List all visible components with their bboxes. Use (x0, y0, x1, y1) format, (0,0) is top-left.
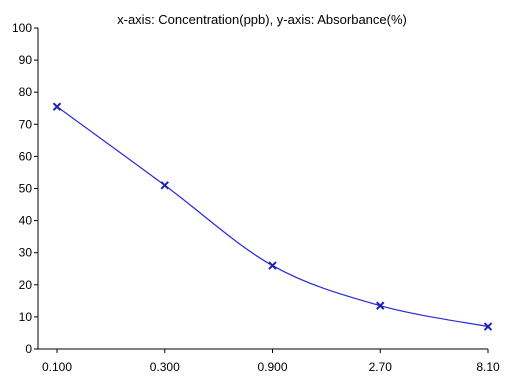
data-point (160, 181, 169, 190)
data-point-stroke (483, 322, 493, 331)
data-point (376, 301, 385, 310)
data-point-stroke (376, 301, 385, 310)
y-tick-label: 100 (12, 21, 32, 35)
x-tick-label: 2.70 (369, 360, 393, 374)
y-axis: 0 10 20 30 40 50 60 70 80 90 100 (12, 21, 39, 356)
plot-area (52, 102, 493, 331)
y-tick-label: 20 (19, 278, 33, 292)
data-point (268, 261, 277, 270)
y-tick-label: 40 (19, 214, 33, 228)
y-tick-label: 0 (25, 342, 32, 356)
y-tick-label: 10 (19, 310, 33, 324)
data-point-stroke (160, 181, 169, 190)
data-point (483, 322, 493, 331)
y-tick-label: 30 (19, 246, 33, 260)
y-tick-label: 50 (19, 182, 33, 196)
y-tick-label: 60 (19, 149, 33, 163)
x-tick-label: 0.300 (150, 360, 180, 374)
x-tick-label: 0.900 (257, 360, 287, 374)
x-tick-label: 8.10 (476, 360, 500, 374)
y-tick-label: 80 (19, 85, 33, 99)
x-tick-label: 0.100 (42, 360, 72, 374)
data-point-stroke (268, 261, 277, 270)
y-tick-label: 90 (19, 53, 33, 67)
x-axis: 0.100 0.300 0.900 2.70 8.10 (38, 348, 500, 374)
data-point (52, 102, 62, 111)
series-line (56, 106, 489, 328)
data-point-stroke (52, 102, 62, 111)
chart-title: x-axis: Concentration(ppb), y-axis: Abso… (117, 12, 407, 27)
y-tick-label: 70 (19, 117, 33, 131)
